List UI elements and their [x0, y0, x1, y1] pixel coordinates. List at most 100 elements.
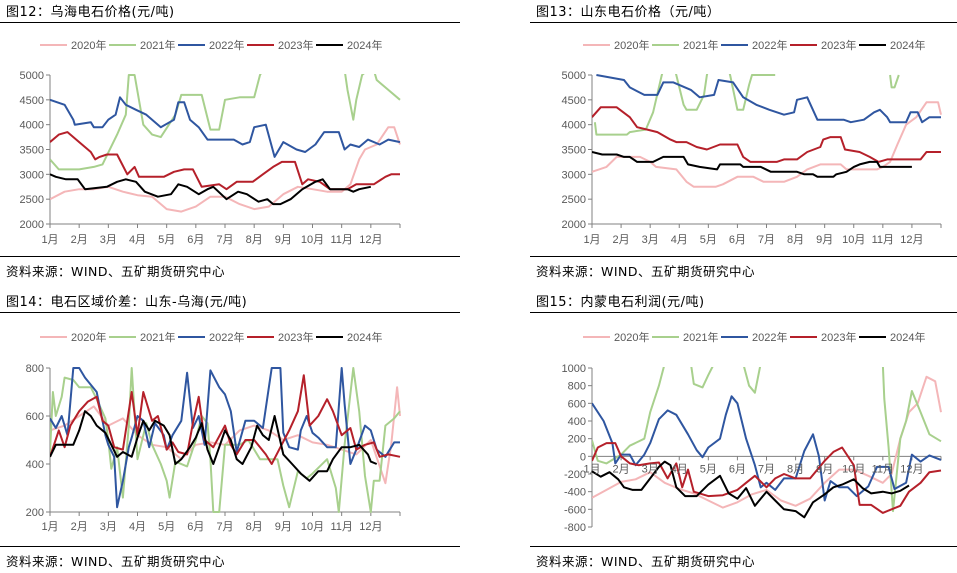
x-tick-label: 7月	[216, 234, 233, 246]
series-line-2022	[592, 395, 942, 502]
y-tick-label: 4000	[20, 120, 44, 132]
chart-title: 图14：电石区域价差：山东-乌海(元/吨)	[6, 295, 248, 310]
legend-label: 2020年	[614, 330, 649, 344]
x-tick-label: 2月	[613, 234, 630, 246]
source-note: 资料来源：WIND、五矿期货研究中心	[536, 554, 756, 569]
y-tick-label: 2000	[562, 219, 586, 231]
legend-label: 2021年	[140, 38, 175, 52]
series-line-2024	[592, 151, 912, 178]
legend-label: 2024年	[347, 38, 382, 52]
legend-label: 2024年	[890, 330, 925, 344]
series-line-2020	[592, 101, 942, 188]
y-tick-label: 600	[26, 411, 44, 423]
legend-label: 2023年	[278, 38, 313, 52]
x-tick-label: 6月	[729, 463, 746, 475]
legend-label: 2020年	[71, 38, 106, 52]
x-tick-label: 7月	[216, 521, 233, 533]
x-tick-label: 8月	[246, 234, 263, 246]
title-divider	[530, 22, 957, 23]
x-tick-label: 6月	[187, 521, 204, 533]
chart-title: 图15：内蒙电石利润(元/吨)	[536, 295, 705, 310]
legend-label: 2024年	[890, 38, 925, 52]
y-tick-label: 4500	[562, 95, 586, 107]
source-divider	[0, 546, 460, 547]
y-tick-label: 3000	[562, 169, 586, 181]
chart-svg: 2020年 2021年 2022年 2023年 2024年 -800 -600 -400 -20…	[562, 330, 942, 534]
source-note: 资料来源：WIND、五矿期货研究中心	[6, 554, 226, 569]
chart-panel-regional-spread: 图14：电石区域价差：山东-乌海(元/吨) 2020年 2021年 2022年 202…	[0, 290, 460, 573]
x-tick-label: 3月	[642, 234, 659, 246]
x-tick-label: 5月	[700, 463, 717, 475]
x-tick-label: 6月	[187, 234, 204, 246]
legend-label: 2021年	[683, 38, 718, 52]
y-tick-label: 200	[26, 507, 44, 519]
chart-svg: 2020年 2021年 2022年 2023年 2024年 2000 2500 3000 350…	[562, 38, 942, 246]
y-tick-label: -400	[564, 487, 586, 499]
x-tick-label: 3月	[100, 234, 117, 246]
x-tick-label: 12月	[359, 521, 382, 533]
x-tick-label: 1月	[41, 234, 58, 246]
legend-label: 2022年	[209, 38, 244, 52]
y-tick-label: 4500	[20, 95, 44, 107]
x-tick-label: 12月	[900, 463, 923, 475]
title-divider	[0, 22, 460, 23]
x-tick-label: 3月	[100, 521, 117, 533]
legend-label: 2022年	[209, 330, 244, 344]
y-tick-label: 3500	[562, 145, 586, 157]
x-tick-label: 2月	[71, 521, 88, 533]
x-tick-label: 4月	[129, 234, 146, 246]
x-tick-label: 2月	[71, 234, 88, 246]
x-tick-label: 11月	[330, 234, 352, 246]
series-line-2022	[596, 74, 941, 124]
series-line-2022	[50, 367, 400, 509]
x-tick-label: 10月	[301, 234, 324, 246]
x-tick-label: 9月	[275, 521, 292, 533]
source-note: 资料来源：WIND、五矿期货研究中心	[6, 264, 226, 279]
y-tick-label: 400	[26, 459, 44, 471]
series-line-2021	[593, 74, 900, 136]
y-tick-label: 5000	[562, 70, 586, 82]
y-tick-label: 400	[568, 416, 586, 428]
y-tick-label: 3000	[20, 169, 44, 181]
title-divider	[530, 312, 957, 313]
x-tick-label: 7月	[758, 234, 775, 246]
y-tick-label: 2000	[20, 219, 44, 231]
x-tick-label: 9月	[816, 463, 833, 475]
series-line-2024	[592, 460, 910, 519]
x-tick-label: 1月	[583, 234, 600, 246]
source-divider	[530, 256, 957, 257]
chart-panel-inner-mongolia-profit: 图15：内蒙电石利润(元/吨) 2020年 2021年 2022年 2023年 2024…	[530, 290, 957, 573]
x-tick-label: 4月	[129, 521, 146, 533]
x-tick-label: 2月	[613, 463, 630, 475]
x-tick-label: 3月	[642, 463, 659, 475]
y-tick-label: 3500	[20, 145, 44, 157]
y-tick-label: -200	[564, 469, 586, 481]
chart-panel-wuhai-price: 图12：乌海电石价格(元/吨) 2020年 2021年 2022年 2023年 2024…	[0, 0, 460, 290]
series-line-2021	[50, 74, 401, 171]
series-group	[592, 367, 942, 519]
legend-label: 2023年	[821, 38, 856, 52]
y-tick-label: -800	[564, 522, 586, 534]
series-line-2020	[50, 126, 401, 213]
chart-svg: 2020年 2021年 2022年 2023年 2024年 200 400 600 800 1月 2…	[26, 330, 401, 533]
y-tick-label: 4000	[562, 120, 586, 132]
x-tick-label: 8月	[246, 521, 263, 533]
y-tick-label: 2500	[20, 194, 44, 206]
legend-label: 2024年	[347, 330, 382, 344]
x-tick-label: 1月	[583, 463, 600, 475]
legend-label: 2023年	[821, 330, 856, 344]
y-tick-label: 800	[568, 381, 586, 393]
title-divider	[0, 312, 460, 313]
x-tick-label: 10月	[301, 521, 324, 533]
series-line-2022	[50, 96, 401, 158]
x-tick-label: 11月	[330, 521, 352, 533]
y-tick-label: 200	[568, 434, 586, 446]
series-line-2023	[50, 374, 401, 465]
x-tick-label: 6月	[729, 234, 746, 246]
y-tick-label: 600	[568, 398, 586, 410]
series-line-2023	[50, 131, 400, 191]
x-tick-label: 9月	[275, 234, 292, 246]
legend-label: 2022年	[752, 330, 787, 344]
y-tick-label: 5000	[20, 70, 44, 82]
series-group	[50, 74, 401, 213]
